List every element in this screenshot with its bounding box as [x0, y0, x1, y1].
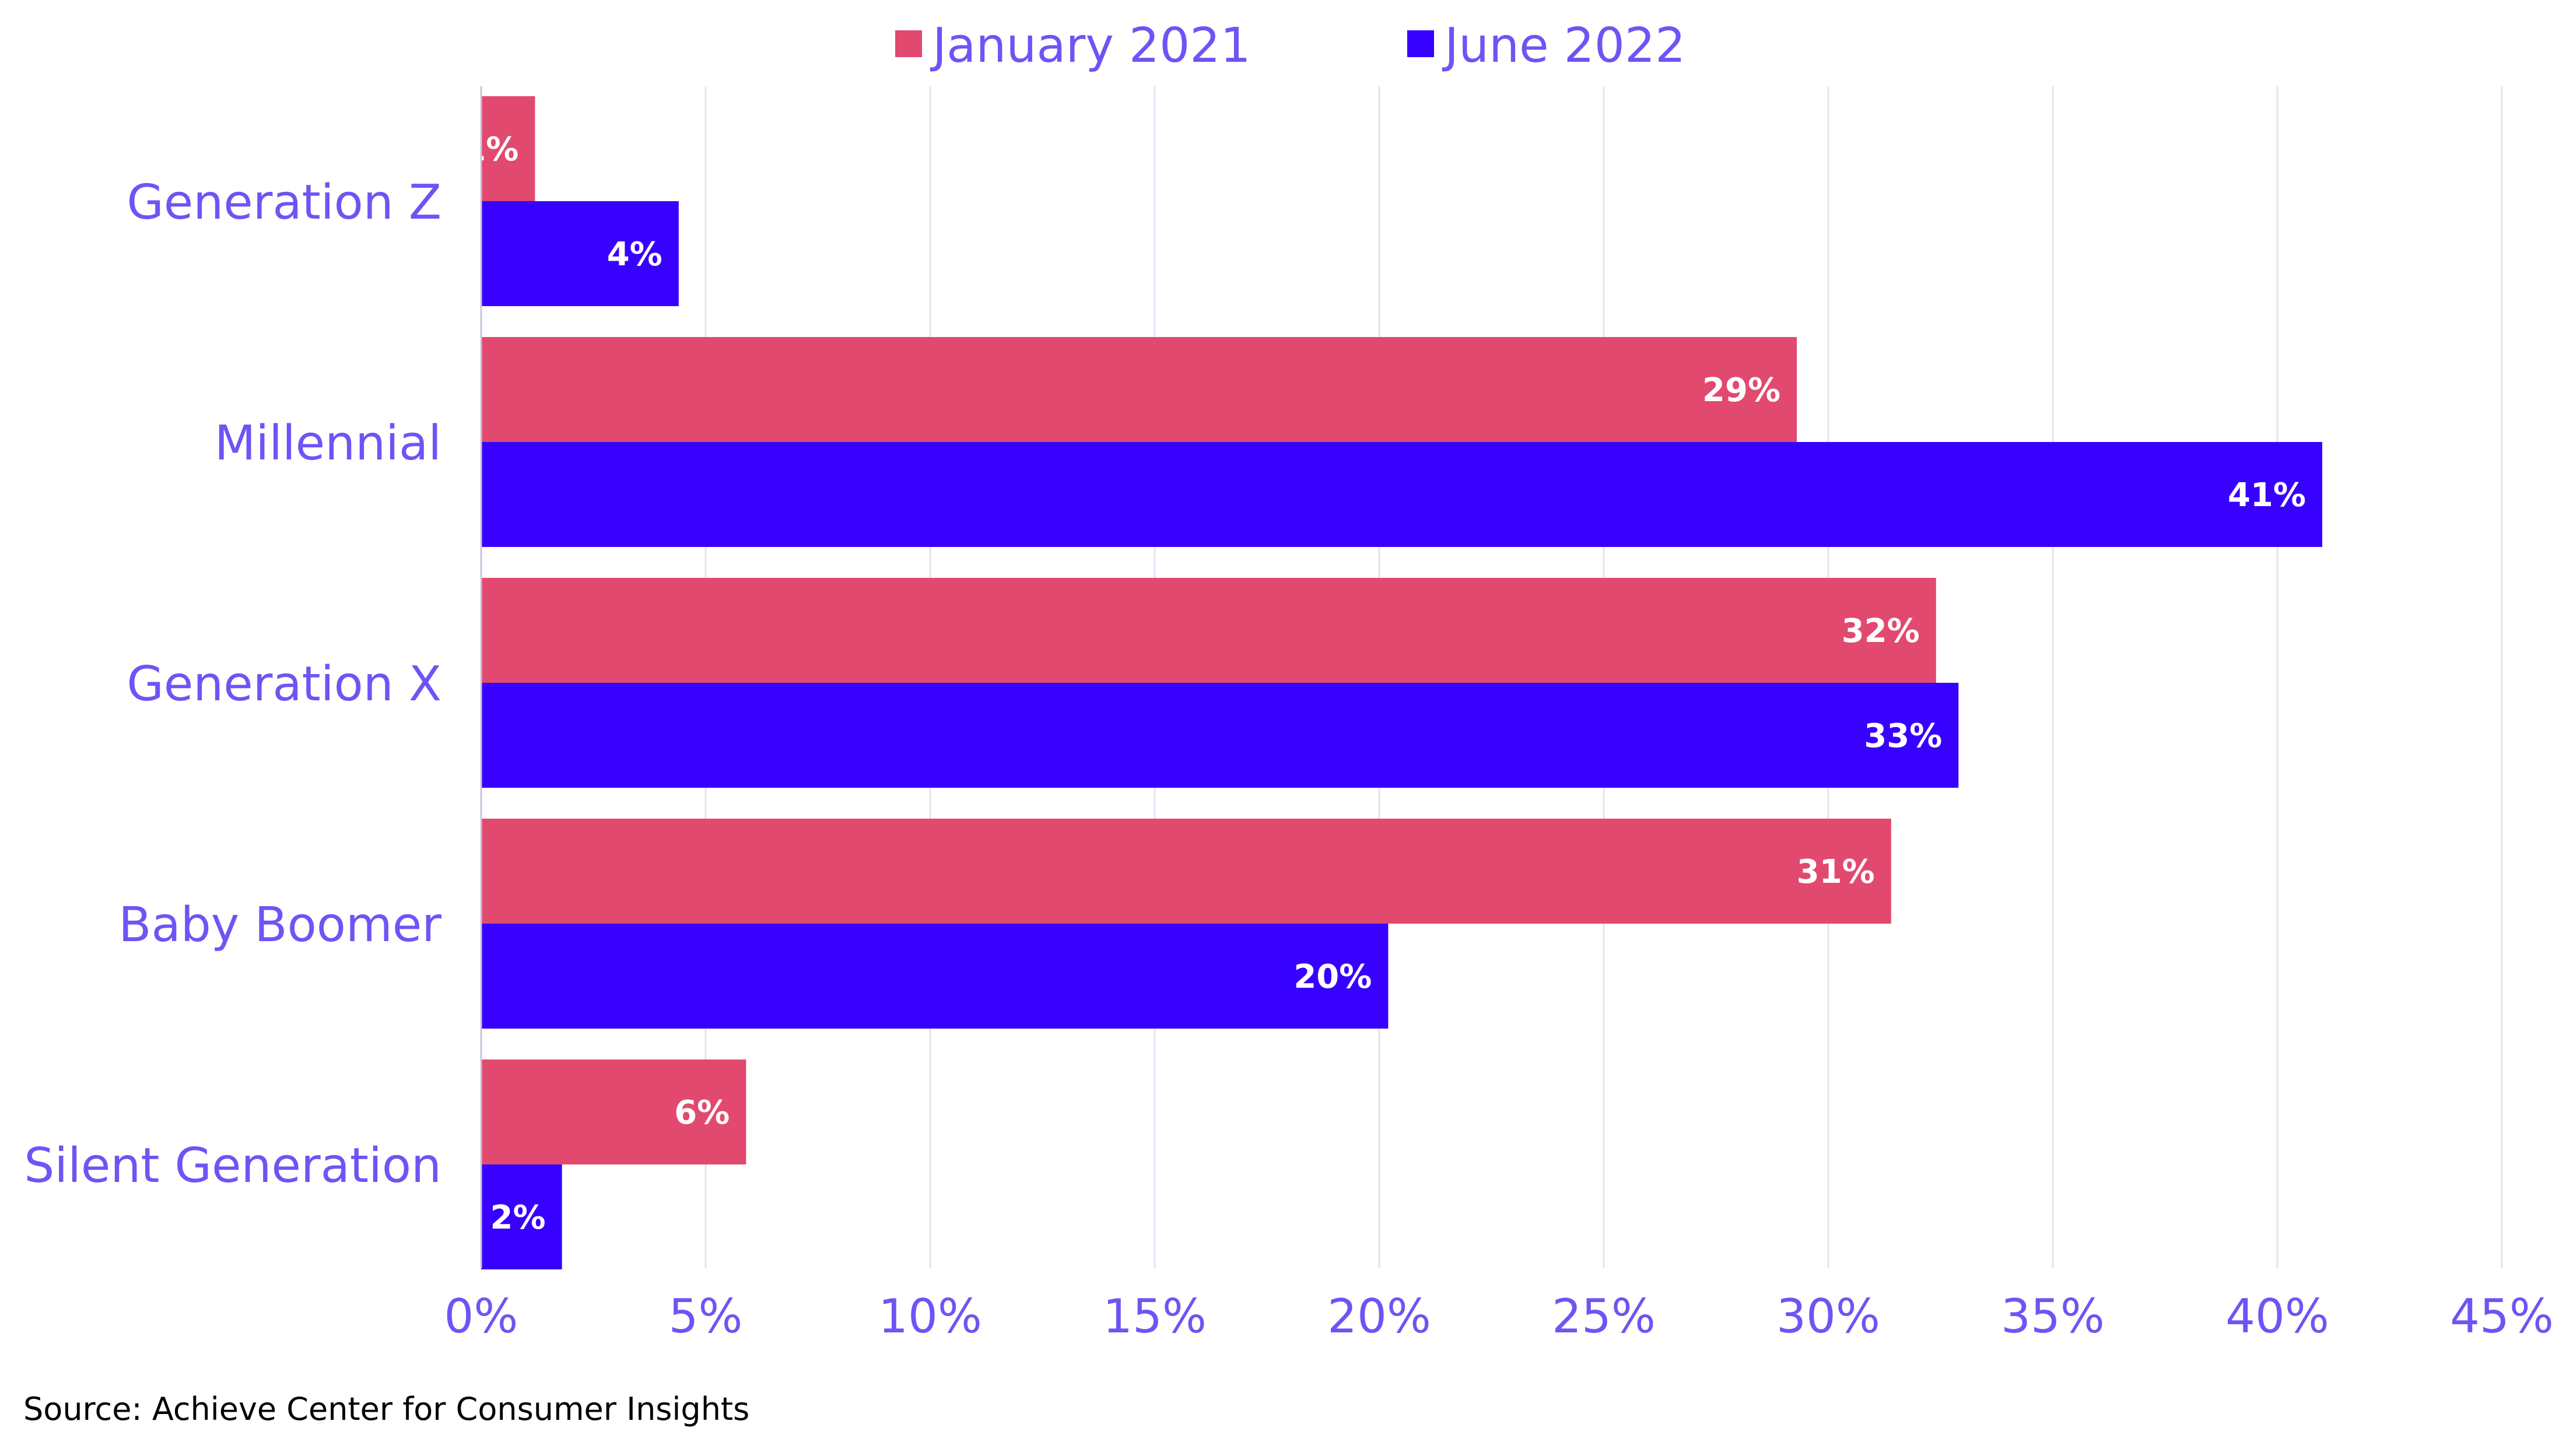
x-tick-label: 45% — [2450, 1289, 2554, 1343]
category-label: Millennial — [215, 416, 441, 471]
category-label: Silent Generation — [24, 1138, 441, 1194]
data-label: 4% — [607, 236, 662, 273]
legend-label: June 2022 — [1442, 18, 1685, 73]
category-label: Generation Z — [127, 175, 441, 230]
data-label: 31% — [1797, 853, 1875, 891]
data-label: 1% — [463, 131, 518, 169]
bars: 1% 4% 29% 41% 32% 33% 31% 20% 6% 2% — [463, 96, 2322, 1269]
x-tick-label: 10% — [878, 1289, 982, 1343]
data-label: 2% — [490, 1199, 546, 1237]
y-axis: Generation Z Millennial Generation X Baby B… — [24, 175, 441, 1194]
bar — [481, 201, 679, 306]
category-label: Baby Boomer — [118, 897, 441, 953]
bar — [481, 442, 2322, 547]
x-tick-label: 25% — [1552, 1289, 1656, 1343]
bar — [481, 683, 1959, 788]
x-tick-label: 0% — [444, 1289, 518, 1343]
legend-swatch — [895, 30, 922, 57]
category-label: Generation X — [127, 657, 441, 712]
x-axis: 0% 5% 10% 15% 20% 25% 30% 35% 40% 45% — [444, 86, 2554, 1343]
legend-label: January 2021 — [930, 18, 1251, 73]
x-tick-label: 15% — [1103, 1289, 1207, 1343]
data-label: 29% — [1702, 371, 1780, 409]
x-tick-label: 35% — [2001, 1289, 2105, 1343]
x-tick-label: 5% — [669, 1289, 743, 1343]
bar — [481, 1059, 746, 1164]
bar — [481, 1164, 562, 1269]
source-note: Source: Achieve Center for Consumer Insi… — [23, 1391, 750, 1427]
bar — [481, 924, 1389, 1029]
bar — [481, 337, 1797, 442]
data-label: 33% — [1864, 717, 1942, 755]
bar — [481, 96, 535, 201]
x-tick-label: 30% — [1776, 1289, 1880, 1343]
bar — [481, 578, 1936, 683]
x-tick-label: 20% — [1327, 1289, 1431, 1343]
x-tick-label: 40% — [2225, 1289, 2329, 1343]
bar — [481, 819, 1891, 924]
legend: January 2021 June 2022 — [895, 18, 1685, 73]
data-label: 32% — [1842, 612, 1920, 650]
data-label: 20% — [1293, 958, 1372, 996]
legend-swatch — [1407, 30, 1434, 57]
data-label: 41% — [2228, 476, 2306, 514]
data-label: 6% — [674, 1094, 730, 1132]
